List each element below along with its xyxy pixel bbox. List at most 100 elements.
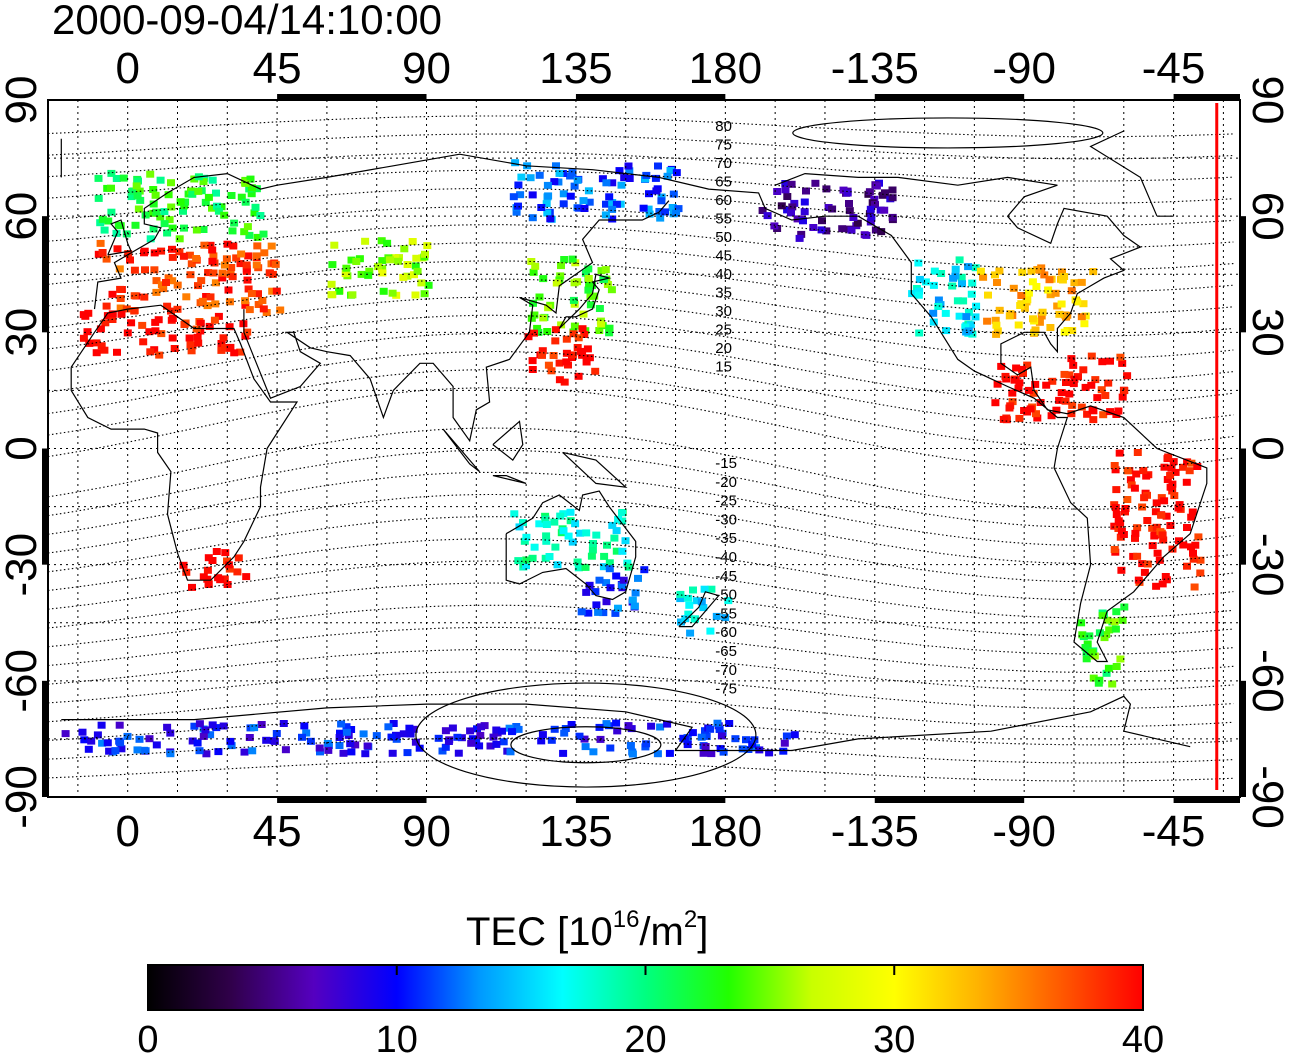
tec-point: [1117, 566, 1126, 574]
tec-point: [512, 208, 521, 216]
tec-point: [98, 739, 107, 747]
tec-point: [640, 566, 649, 574]
tec-point: [1068, 327, 1077, 335]
tec-point: [217, 340, 226, 347]
tec-point: [941, 309, 950, 317]
tec-point: [581, 563, 590, 571]
tec-point: [359, 730, 368, 738]
tec-point: [168, 334, 177, 342]
tec-point: [522, 556, 531, 564]
tec-point: [608, 205, 617, 213]
tec-point: [199, 732, 208, 740]
tec-point: [300, 722, 309, 730]
tec-point: [1123, 467, 1132, 475]
tec-point: [618, 581, 627, 589]
tec-point: [538, 351, 546, 359]
tec-point: [342, 728, 351, 736]
contour-label: 60: [715, 192, 732, 209]
tec-point: [706, 627, 715, 635]
tec-point: [628, 596, 637, 604]
lat-tick-label-left: -90: [0, 765, 46, 829]
tec-point: [363, 742, 372, 750]
tec-point: [1042, 381, 1051, 389]
tec-point: [1080, 320, 1089, 328]
tec-point: [475, 742, 484, 750]
tec-point: [562, 349, 571, 357]
tec-point: [697, 598, 706, 606]
tec-point: [167, 203, 176, 211]
tec-point: [866, 205, 875, 213]
tec-point: [547, 367, 556, 375]
contour-line: [48, 332, 1234, 404]
lat-tick-label-left: -60: [0, 649, 46, 713]
tec-point: [528, 554, 537, 562]
tec-point: [647, 722, 656, 730]
lat-tick-label-right: -30: [1243, 533, 1292, 597]
tec-point: [466, 727, 475, 735]
tec-point: [383, 239, 392, 247]
tec-point: [152, 741, 161, 749]
tec-point: [1067, 355, 1076, 363]
tec-point: [614, 604, 622, 612]
tec-point: [1065, 371, 1074, 379]
tec-point: [560, 256, 569, 263]
tec-point: [914, 259, 923, 267]
tec-point: [202, 750, 211, 758]
tec-point: [1078, 631, 1087, 639]
tec-point: [665, 749, 674, 757]
tec-point: [644, 205, 653, 213]
tec-point: [992, 321, 1001, 329]
axis-bar-top: [277, 94, 427, 100]
tec-point: [574, 564, 583, 572]
tec-point: [566, 517, 575, 525]
tec-point: [1185, 467, 1194, 475]
tec-point: [602, 579, 611, 587]
tec-point: [971, 313, 980, 321]
tec-point: [1033, 266, 1042, 274]
tec-point: [666, 167, 675, 174]
axis-bar-bottom: [1173, 797, 1240, 803]
tec-point: [247, 190, 256, 198]
tec-point: [220, 261, 229, 269]
contour-line: [48, 350, 1234, 426]
tec-point: [672, 209, 681, 217]
tec-point: [551, 543, 560, 551]
tec-point: [127, 319, 136, 327]
tec-point: [591, 367, 600, 375]
tec-point: [584, 609, 593, 617]
tec-point: [83, 328, 92, 336]
tec-point: [1163, 476, 1172, 483]
lat-tick-label-right: -90: [1243, 765, 1292, 829]
coastline: [442, 428, 481, 473]
tec-point: [542, 521, 551, 528]
lon-tick-label-top: 135: [539, 44, 612, 93]
tec-point: [492, 740, 501, 748]
tec-point: [914, 291, 923, 299]
tec-point: [1012, 364, 1021, 372]
tec-point: [1068, 401, 1077, 409]
tec-point: [584, 286, 593, 294]
left-latitude-ticks: 90 60 30 0 -30 -60 -90: [0, 76, 46, 829]
tec-point: [298, 733, 306, 741]
tec-point: [822, 185, 831, 193]
tec-point: [412, 254, 421, 262]
tec-point: [652, 187, 661, 195]
tec-point: [193, 739, 202, 747]
contour-line: [48, 715, 1234, 746]
tec-point: [79, 334, 88, 342]
tec-point: [800, 208, 809, 216]
lon-tick-label-bottom: 45: [253, 807, 302, 856]
tec-point: [160, 220, 169, 228]
tec-point: [579, 310, 588, 318]
contour-line: [48, 387, 1234, 470]
lat-tick-label-left: -30: [0, 533, 46, 597]
tec-point: [457, 734, 466, 742]
tec-point: [1032, 283, 1041, 290]
tec-point: [758, 207, 767, 214]
tec-point: [993, 279, 1001, 286]
tec-point: [731, 735, 740, 743]
tec-point: [126, 256, 134, 264]
tec-point: [605, 559, 614, 567]
tec-point: [595, 576, 604, 584]
